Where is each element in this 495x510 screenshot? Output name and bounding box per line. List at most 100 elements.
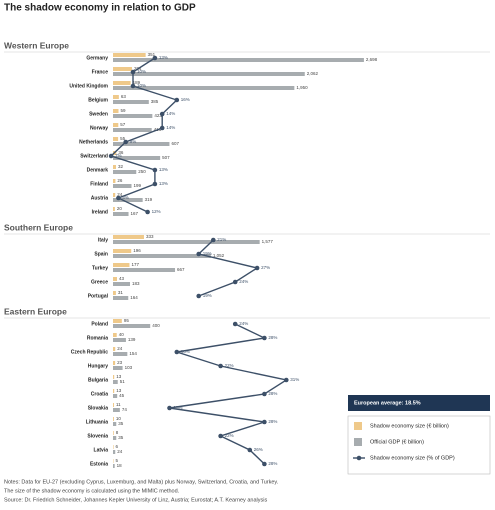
- gdp-bar: [113, 114, 153, 118]
- category-label: Slovakia: [88, 405, 109, 411]
- shadow-bar: [113, 193, 116, 197]
- value-label: 196: [133, 248, 141, 253]
- category-label: Slovenia: [87, 433, 108, 439]
- pct-marker: [232, 321, 238, 327]
- note: The size of the shadow economy is calcul…: [4, 488, 180, 494]
- value-label: 167: [131, 211, 139, 216]
- note: Notes: Data for EU-27 (excluding Cyprus,…: [4, 479, 279, 485]
- shadow-bar: [113, 165, 116, 169]
- group-header: Western Europe: [4, 40, 69, 50]
- gdp-bar: [113, 268, 176, 272]
- category-label: Finland: [90, 181, 108, 187]
- pct-marker: [196, 251, 201, 257]
- legend-swatch: [354, 422, 362, 430]
- shadow-bar: [113, 389, 115, 393]
- category-label: Greece: [91, 279, 108, 285]
- pct-marker: [108, 153, 114, 159]
- gdp-bar: [113, 170, 137, 174]
- value-label: 667: [177, 267, 185, 272]
- legend-label: Shadow economy size (% of GDP): [370, 455, 455, 461]
- shadow-bar: [113, 403, 115, 407]
- value-label: 55: [120, 136, 126, 141]
- value-label: 5: [115, 458, 118, 463]
- pct-label: 26%: [254, 447, 263, 452]
- category-label: Poland: [91, 321, 108, 327]
- value-label: 103: [125, 365, 133, 370]
- legend-swatch: [354, 438, 362, 446]
- shadow-bar: [113, 235, 144, 239]
- gdp-bar: [113, 464, 115, 468]
- shadow-bar: [113, 417, 114, 421]
- gdp-bar: [113, 338, 126, 342]
- shadow-bar: [113, 375, 115, 379]
- value-label: 24: [117, 346, 123, 351]
- category-label: Germany: [86, 55, 108, 61]
- group-header: Eastern Europe: [4, 306, 67, 316]
- gdp-bar: [113, 296, 129, 300]
- value-label: 20: [117, 206, 123, 211]
- value-label: 1,950: [296, 85, 308, 90]
- value-label: 32: [118, 164, 124, 169]
- pct-label: 31%: [290, 377, 299, 382]
- value-label: 250: [138, 169, 146, 174]
- category-label: Turkey: [92, 265, 108, 271]
- pct-label: 19%: [203, 251, 212, 256]
- value-label: 423: [154, 113, 162, 118]
- gdp-bar: [113, 142, 170, 146]
- pct-label: 10%: [137, 83, 146, 88]
- value-label: 1,052: [213, 253, 225, 258]
- category-label: Netherlands: [79, 139, 108, 145]
- shadow-bar: [113, 445, 114, 449]
- value-label: 8: [116, 430, 119, 435]
- category-label: Austria: [91, 195, 108, 201]
- value-label: 183: [132, 281, 140, 286]
- shadow-bar: [113, 123, 119, 127]
- value-label: 199: [134, 183, 142, 188]
- pct-marker: [262, 391, 267, 397]
- gdp-bar: [113, 156, 161, 160]
- pct-marker: [167, 405, 172, 411]
- legend-marker: [356, 455, 362, 461]
- value-label: 63: [121, 94, 127, 99]
- shadow-bar: [113, 249, 132, 253]
- pct-label: 22%: [225, 363, 234, 368]
- pct-marker: [218, 363, 223, 369]
- category-label: Estonia: [90, 461, 108, 467]
- shadow-bar: [113, 179, 116, 183]
- category-label: Portugal: [88, 293, 109, 299]
- pct-label: 7%: [115, 153, 122, 158]
- pct-label: 12%: [152, 209, 161, 214]
- value-label: 154: [129, 351, 137, 356]
- legend-label: Official GDP (€ billion): [370, 439, 424, 445]
- pct-marker: [284, 377, 289, 383]
- category-label: Lithuania: [86, 419, 108, 425]
- pct-marker: [196, 293, 201, 299]
- shadow-bar: [113, 347, 116, 351]
- pct-label: 16%: [181, 349, 190, 354]
- pct-marker: [152, 181, 158, 187]
- pct-marker: [130, 83, 136, 89]
- value-label: 2,062: [307, 71, 319, 76]
- value-label: 24: [117, 192, 123, 197]
- legend-label: Shadow economy size (€ billion): [370, 423, 449, 429]
- pct-marker: [152, 167, 158, 173]
- pct-label: 28%: [268, 461, 277, 466]
- shadow-bar: [113, 95, 119, 99]
- shadow-bar: [113, 67, 132, 71]
- value-label: 35: [118, 421, 124, 426]
- pct-label: 24%: [239, 321, 248, 326]
- value-label: 57: [120, 122, 126, 127]
- category-label: Spain: [94, 251, 108, 257]
- pct-label: 28%: [268, 391, 277, 396]
- gdp-bar: [113, 366, 123, 370]
- category-label: Bulgaria: [88, 377, 108, 383]
- shadow-bar: [113, 361, 116, 365]
- value-label: 43: [119, 276, 125, 281]
- gdp-bar: [113, 282, 131, 286]
- pct-label: 15%: [174, 405, 183, 410]
- value-label: 385: [151, 99, 159, 104]
- pct-label: 24%: [239, 279, 248, 284]
- pct-label: 16%: [181, 97, 190, 102]
- value-label: 74: [122, 407, 128, 412]
- value-label: 164: [130, 295, 138, 300]
